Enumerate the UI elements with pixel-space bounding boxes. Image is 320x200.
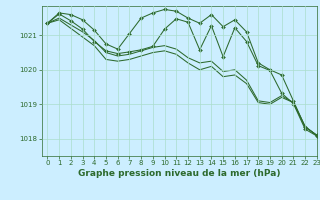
X-axis label: Graphe pression niveau de la mer (hPa): Graphe pression niveau de la mer (hPa) bbox=[78, 169, 280, 178]
